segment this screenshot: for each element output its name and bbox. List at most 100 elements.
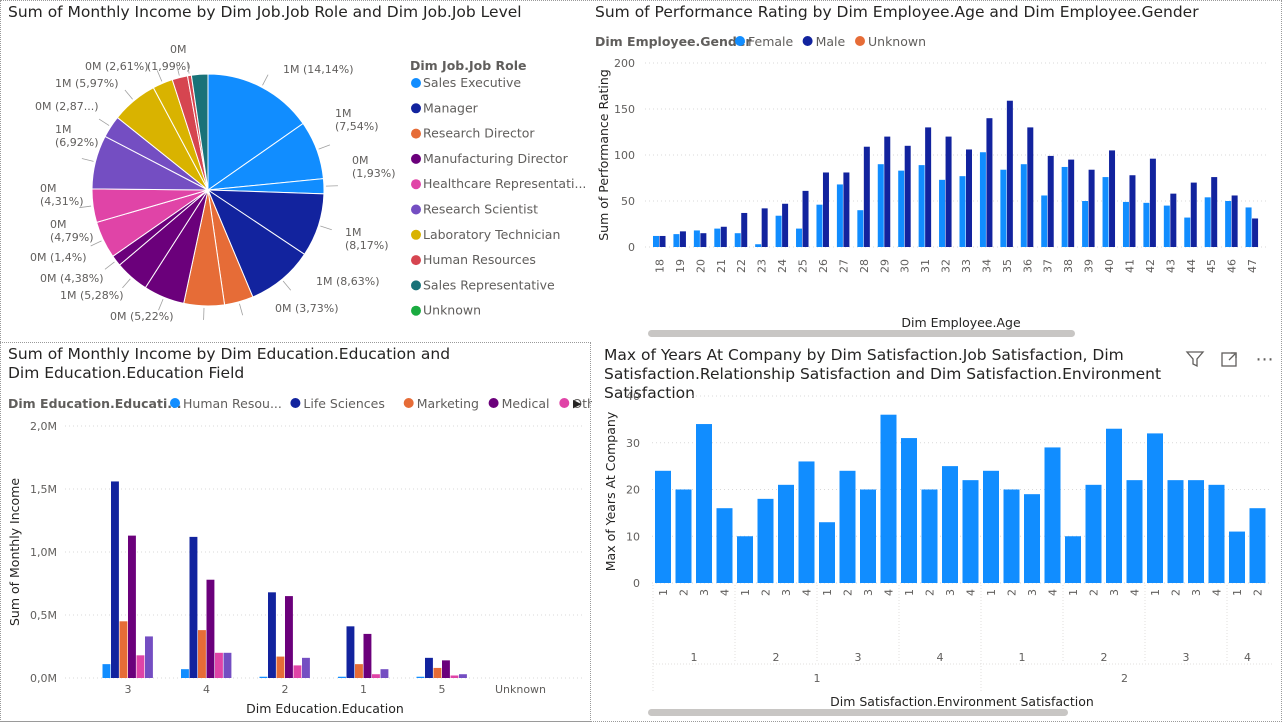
legend-item[interactable]: Healthcare Representati...	[423, 176, 586, 191]
bar[interactable]	[259, 676, 268, 678]
legend-item[interactable]: Human Resources	[423, 252, 536, 267]
bar[interactable]	[1024, 494, 1040, 583]
bar[interactable]	[1000, 169, 1007, 247]
bar[interactable]	[1006, 100, 1013, 247]
bar[interactable]	[119, 621, 128, 678]
bar[interactable]	[939, 179, 946, 247]
bar[interactable]	[986, 118, 993, 247]
bar[interactable]	[757, 498, 774, 583]
bar[interactable]	[1167, 480, 1184, 583]
bar[interactable]	[983, 470, 999, 583]
performance-chart-panel[interactable]: Sum of Performance Rating by Dim Employe…	[590, 0, 1280, 340]
legend-item[interactable]: Laboratory Technician	[423, 227, 560, 242]
bar[interactable]	[816, 204, 823, 247]
bar[interactable]	[1231, 195, 1238, 247]
bar[interactable]	[959, 176, 966, 247]
legend-item[interactable]: Male	[816, 34, 846, 49]
more-options-icon[interactable]: ⋯	[1255, 348, 1275, 370]
legend-next-arrow[interactable]: ▶	[573, 397, 582, 410]
bar[interactable]	[128, 535, 136, 678]
filter-icon[interactable]	[1185, 350, 1210, 372]
bar[interactable]	[1245, 207, 1252, 247]
bar[interactable]	[206, 579, 215, 678]
bar[interactable]	[285, 596, 293, 678]
bar[interactable]	[1225, 201, 1232, 247]
bar[interactable]	[111, 481, 119, 678]
bar[interactable]	[966, 149, 972, 247]
bar[interactable]	[223, 652, 232, 678]
bar[interactable]	[1126, 480, 1143, 583]
bar[interactable]	[1003, 489, 1020, 584]
pie-chart[interactable]: 1M (14,14%)1M(7,54%)0M(1,93%)1M(8,17%)1M…	[0, 0, 586, 340]
education-bar-chart[interactable]: Dim Education.Educati... Human Resou... Li…	[0, 342, 609, 720]
bar[interactable]	[761, 208, 768, 247]
pie-chart-panel[interactable]: Sum of Monthly Income by Dim Job.Job Rol…	[0, 0, 586, 340]
bar[interactable]	[102, 664, 111, 678]
bar[interactable]	[1068, 159, 1075, 247]
bar[interactable]	[673, 234, 680, 247]
bar[interactable]	[839, 470, 856, 583]
bar[interactable]	[338, 676, 346, 678]
bar[interactable]	[1190, 182, 1197, 247]
bar[interactable]	[215, 652, 223, 678]
legend-item[interactable]: Life Sciences	[303, 396, 384, 411]
bar[interactable]	[1170, 193, 1177, 247]
bar[interactable]	[276, 656, 285, 678]
bar[interactable]	[346, 626, 355, 678]
pie-slice[interactable]	[190, 73, 209, 191]
legend-item[interactable]: Manufacturing Director	[423, 151, 569, 166]
bar[interactable]	[1061, 166, 1068, 247]
bar[interactable]	[1249, 508, 1266, 583]
bar[interactable]	[716, 508, 733, 583]
bar[interactable]	[1082, 201, 1089, 247]
bar[interactable]	[1211, 177, 1218, 247]
bar[interactable]	[380, 669, 389, 678]
bar[interactable]	[1102, 177, 1109, 247]
bar[interactable]	[1184, 217, 1191, 247]
bar[interactable]	[942, 466, 958, 583]
bar[interactable]	[189, 536, 198, 678]
bar[interactable]	[198, 630, 206, 678]
bar[interactable]	[822, 172, 829, 247]
bar[interactable]	[416, 676, 425, 678]
bar[interactable]	[1149, 158, 1156, 247]
legend-item[interactable]: Sales Representative	[423, 277, 555, 292]
bar[interactable]	[693, 230, 700, 247]
bar[interactable]	[425, 657, 433, 678]
bar[interactable]	[145, 636, 153, 678]
bar[interactable]	[1208, 484, 1225, 583]
legend-item[interactable]: Female	[748, 34, 794, 49]
bar[interactable]	[880, 414, 897, 583]
bar[interactable]	[1147, 433, 1163, 583]
bar[interactable]	[1109, 150, 1116, 247]
bar[interactable]	[782, 203, 789, 247]
legend-item[interactable]: Research Scientist	[423, 202, 538, 217]
bar[interactable]	[655, 470, 671, 583]
bar[interactable]	[653, 235, 659, 247]
bar[interactable]	[945, 136, 952, 247]
bar[interactable]	[700, 233, 707, 247]
bar[interactable]	[802, 190, 809, 247]
bar[interactable]	[860, 489, 876, 584]
focus-mode-icon[interactable]	[1220, 350, 1244, 372]
bar[interactable]	[904, 145, 911, 247]
bar[interactable]	[302, 657, 310, 678]
bar[interactable]	[433, 667, 442, 678]
bar[interactable]	[798, 461, 815, 583]
bar[interactable]	[857, 210, 864, 247]
bar[interactable]	[1044, 447, 1061, 583]
bar[interactable]	[1047, 155, 1054, 247]
bar[interactable]	[293, 665, 302, 678]
legend-item[interactable]: Research Director	[423, 126, 535, 141]
education-chart-panel[interactable]: Sum of Monthly Income by Dim Education.E…	[0, 342, 609, 720]
bar[interactable]	[1163, 205, 1170, 247]
bar[interactable]	[696, 424, 712, 583]
bar[interactable]	[181, 669, 189, 678]
legend-item[interactable]: Human Resou...	[183, 396, 282, 411]
bar[interactable]	[1252, 218, 1259, 247]
bar[interactable]	[363, 633, 372, 678]
bar[interactable]	[737, 536, 753, 583]
bar[interactable]	[442, 660, 450, 678]
